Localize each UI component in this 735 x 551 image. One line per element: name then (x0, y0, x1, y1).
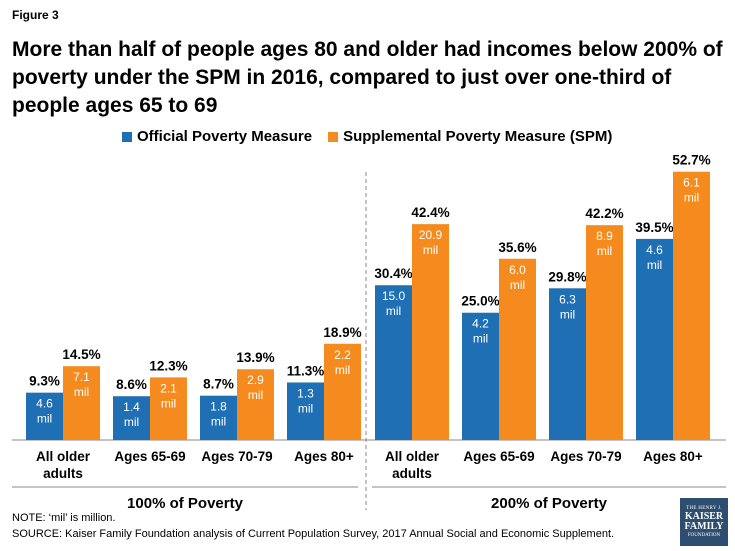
value-label-spm-g2-c3: 42.2% (585, 206, 623, 221)
bar-official-g1-c2 (113, 396, 150, 440)
legend-label-spm: Supplemental Poverty Measure (SPM) (343, 128, 613, 145)
chart-title: More than half of people ages 80 and old… (12, 38, 723, 117)
bar-spm-g1-c3 (237, 369, 274, 440)
category-label-g2-c3: Ages 70-79 (550, 449, 621, 464)
legend-swatch-spm (328, 131, 339, 142)
logo-line-1: THE HENRY J. (686, 506, 722, 511)
value-label-official-g1-c4: 11.3% (287, 363, 325, 378)
bar-spm-g1-c4 (324, 343, 361, 440)
legend: Official Poverty Measure Supplemental Po… (122, 128, 628, 145)
count-label-official-g1-c1: 4.6 mil (36, 397, 53, 426)
value-label-spm-g1-c3: 13.9% (236, 350, 274, 365)
kff-logo: THE HENRY J. KAISER FAMILY FOUNDATION (680, 498, 728, 546)
group-label-2: 200% of Poverty (491, 495, 608, 512)
category-label-g2-c4: Ages 80+ (643, 449, 703, 464)
category-label-g2-c1: All older (385, 449, 440, 464)
count-label-spm-g1-c1: 7.1 mil (73, 370, 90, 399)
value-label-official-g1-c3: 8.7% (203, 377, 234, 392)
count-label-official-g2-c2: 4.2 mil (472, 317, 489, 346)
count-label-official-g2-c1: 15.0 mil (382, 289, 406, 318)
count-label-official-g1-c4: 1.3 mil (297, 386, 314, 415)
logo-line-3: FOUNDATION (687, 533, 721, 538)
legend-item-official: Official Poverty Measure (122, 128, 312, 145)
count-label-official-g1-c3: 1.8 mil (210, 400, 227, 429)
bar-official-g1-c3 (200, 395, 237, 440)
category-label-g1-c3: Ages 70-79 (201, 449, 272, 464)
value-label-official-g1-c1: 9.3% (29, 374, 60, 389)
count-label-spm-g1-c4: 2.2 mil (334, 348, 351, 377)
value-label-spm-g1-c1: 14.5% (62, 347, 100, 362)
bar-official-g2-c3 (549, 288, 586, 440)
count-label-official-g2-c3: 6.3 mil (559, 292, 576, 321)
value-label-official-g2-c3: 29.8% (548, 269, 586, 284)
logo-line-2: KAISER FAMILY (684, 511, 724, 532)
note: NOTE: ‘mil’ is million. (12, 512, 116, 524)
category-label-2-g1-c1: adults (43, 466, 83, 481)
category-label-g1-c1: All older (36, 449, 91, 464)
value-label-official-g2-c4: 39.5% (635, 220, 673, 235)
source: SOURCE: Kaiser Family Foundation analysi… (12, 528, 615, 540)
legend-item-spm: Supplemental Poverty Measure (SPM) (328, 128, 612, 145)
value-label-official-g2-c1: 30.4% (374, 266, 412, 281)
figure-label: Figure 3 (12, 8, 59, 22)
bar-official-g1-c4 (287, 382, 324, 440)
legend-label-official: Official Poverty Measure (137, 128, 313, 145)
legend-swatch-official (122, 131, 132, 142)
group-label-1: 100% of Poverty (127, 495, 244, 512)
bar-official-g2-c1 (375, 285, 412, 440)
bar-spm-g2-c2 (499, 258, 536, 440)
value-label-spm-g1-c4: 18.9% (323, 325, 361, 340)
count-label-spm-g2-c2: 6.0 mil (509, 263, 526, 292)
bar-spm-g2-c1 (412, 224, 449, 440)
category-label-g1-c2: Ages 65-69 (114, 449, 185, 464)
bar-official-g1-c1 (26, 392, 63, 440)
count-label-spm-g2-c3: 8.9 mil (596, 229, 613, 258)
category-label-2-g2-c1: adults (392, 466, 432, 481)
category-label-g1-c4: Ages 80+ (294, 449, 354, 464)
bar-spm-g2-c4 (673, 171, 710, 440)
count-label-spm-g1-c3: 2.9 mil (247, 373, 264, 402)
count-label-spm-g2-c4: 6.1 mil (683, 176, 700, 205)
value-label-spm-g2-c2: 35.6% (498, 240, 536, 255)
count-label-official-g2-c4: 4.6 mil (646, 243, 663, 272)
bar-spm-g1-c1 (63, 366, 100, 440)
count-label-spm-g1-c2: 2.1 mil (160, 381, 177, 410)
value-label-spm-g2-c4: 52.7% (672, 153, 710, 168)
category-label-g2-c2: Ages 65-69 (463, 449, 534, 464)
count-label-spm-g2-c1: 20.9 mil (419, 228, 443, 257)
value-label-official-g2-c2: 25.0% (461, 294, 499, 309)
bar-official-g2-c2 (462, 312, 499, 440)
bar-official-g2-c4 (636, 238, 673, 440)
count-label-official-g1-c2: 1.4 mil (123, 400, 140, 429)
value-label-spm-g1-c2: 12.3% (149, 358, 187, 373)
bar-spm-g1-c2 (150, 377, 187, 440)
value-label-spm-g2-c1: 42.4% (411, 205, 449, 220)
value-label-official-g1-c2: 8.6% (116, 377, 147, 392)
bar-spm-g2-c3 (586, 225, 623, 440)
